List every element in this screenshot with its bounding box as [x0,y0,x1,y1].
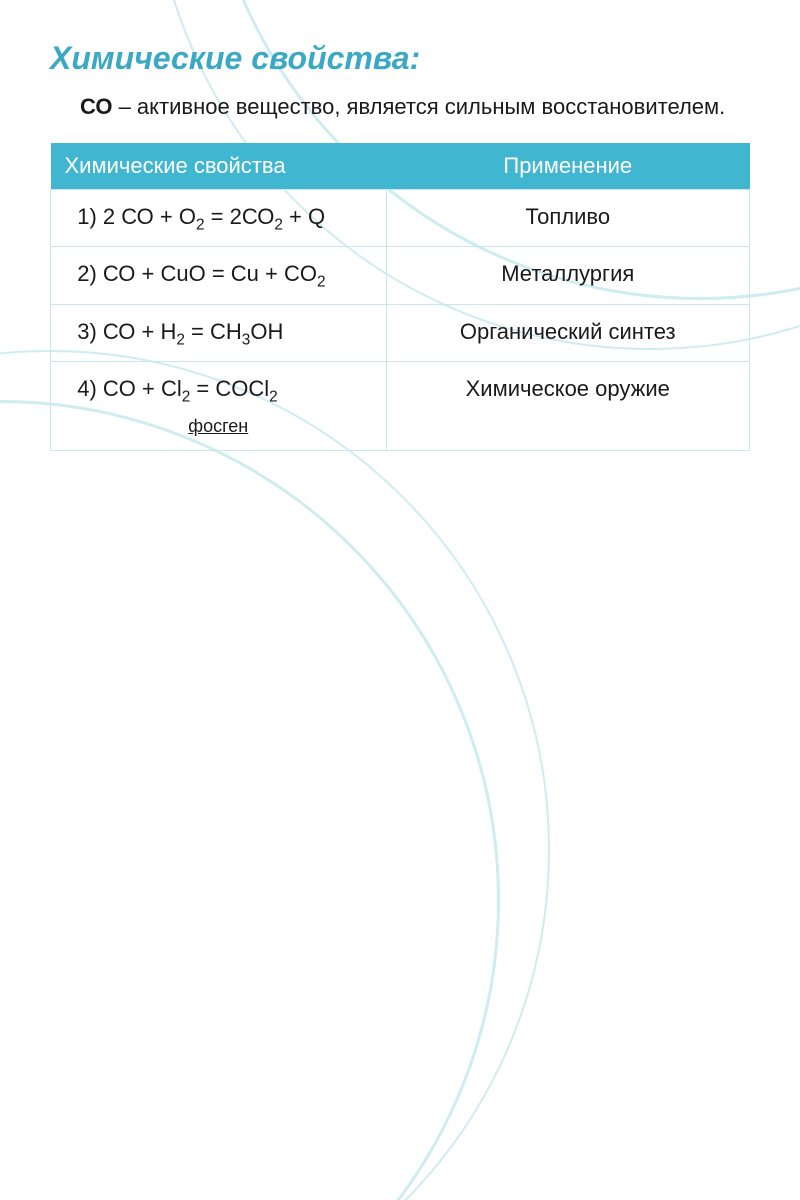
slide-subtitle: СО – активное вещество, является сильным… [50,92,750,123]
slide-title: Химические свойства: [50,40,750,77]
table-header-properties: Химические свойства [51,143,387,190]
subtitle-formula: СО [80,94,112,119]
application-cell: Металлургия [386,247,749,305]
properties-table: Химические свойства Применение 1) 2 СО +… [50,143,750,451]
table-row: 3) СО + Н2 = СН3ОН Органический синтез [51,304,750,362]
reaction-cell: 3) СО + Н2 = СН3ОН [51,304,387,362]
phosgene-note: фосген [65,413,372,440]
table-row: 2) СО + СuО = Cu + CO2 Металлургия [51,247,750,305]
application-cell: Топливо [386,189,749,247]
reaction-cell: 4) CO + Cl2 = COCl2фосген [51,362,387,451]
slide-content: Химические свойства: СО – активное вещес… [0,0,800,491]
application-cell: Химическое оружие [386,362,749,451]
subtitle-text: – активное вещество, является сильным во… [112,94,725,119]
table-row: 4) CO + Cl2 = COCl2фосген Химическое ору… [51,362,750,451]
reaction-cell: 1) 2 СО + О2 = 2СО2 + Q [51,189,387,247]
reaction-cell: 2) СО + СuО = Cu + CO2 [51,247,387,305]
application-cell: Органический синтез [386,304,749,362]
table-row: 1) 2 СО + О2 = 2СО2 + Q Топливо [51,189,750,247]
table-header-application: Применение [386,143,749,190]
